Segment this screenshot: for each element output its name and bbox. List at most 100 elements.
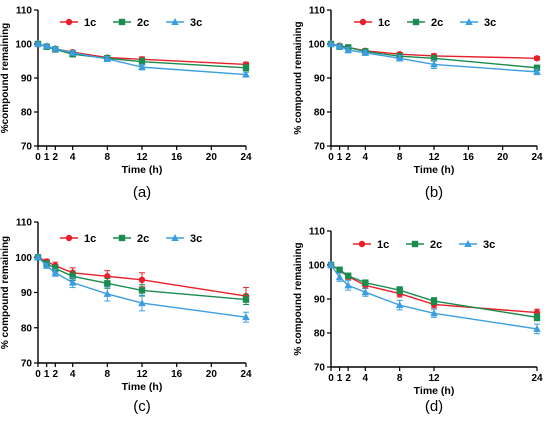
legend-marker-1c	[65, 234, 73, 242]
data-point-3c	[34, 40, 42, 47]
y-tick-label: 100	[308, 261, 325, 272]
data-point-3c	[42, 42, 51, 50]
legend-marker-3c	[171, 18, 179, 25]
x-tick-label: 1	[337, 373, 343, 384]
data-point-3c	[103, 54, 112, 62]
x-tick-label: 1	[44, 152, 50, 163]
data-point-2c	[533, 314, 541, 321]
data-point-3c	[242, 313, 250, 321]
x-tick-label: 8	[105, 369, 111, 380]
legend-label-2c: 2c	[137, 17, 149, 29]
data-point-3c	[395, 54, 404, 62]
data-point-3c	[430, 60, 438, 68]
data-point-3c	[361, 288, 370, 296]
x-tick-label: 20	[206, 369, 218, 380]
panel-caption: (a)	[133, 184, 151, 201]
legend-marker-3c	[171, 234, 179, 241]
data-point-2c	[69, 273, 76, 280]
x-tick-label: 2	[345, 373, 351, 384]
data-point-3c	[34, 253, 42, 261]
x-tick-label: 12	[428, 152, 440, 163]
x-tick-label: 12	[136, 369, 148, 380]
legend-marker-1c	[358, 240, 366, 248]
x-tick-label: 16	[463, 152, 475, 163]
data-point-3c	[103, 289, 112, 297]
x-tick-label: 0	[35, 369, 41, 380]
data-point-2c	[362, 279, 369, 286]
legend-marker-2c	[411, 240, 419, 248]
data-point-3c	[335, 273, 344, 281]
y-tick-label: 100	[15, 253, 32, 264]
x-tick-label: 24	[531, 152, 543, 163]
x-tick-label: 20	[206, 152, 218, 163]
y-tick-label: 110	[309, 6, 326, 17]
legend-marker-2c	[118, 234, 126, 242]
x-tick-label: 16	[171, 152, 183, 163]
x-axis-title: Time (h)	[122, 381, 163, 393]
y-tick-label: 80	[314, 108, 326, 119]
legend-marker-2c	[118, 18, 126, 26]
legend-label-3c: 3c	[483, 239, 495, 251]
panel-caption: (b)	[425, 184, 443, 201]
data-point-2c	[533, 64, 541, 71]
data-point-3c	[138, 63, 146, 71]
y-tick-label: 90	[314, 295, 326, 306]
x-tick-label: 0	[35, 152, 41, 163]
data-point-3c	[533, 67, 541, 75]
x-tick-label: 24	[240, 369, 252, 380]
legend-marker-3c	[465, 18, 473, 25]
y-tick-label: 70	[21, 359, 33, 370]
data-point-3c	[395, 301, 404, 309]
x-tick-label: 4	[70, 152, 76, 163]
legend-marker-3c	[464, 240, 472, 247]
data-point-3c	[68, 48, 77, 56]
panel-caption: (c)	[133, 398, 151, 415]
data-point-2c	[430, 55, 438, 62]
series-line-3c	[330, 264, 538, 330]
legend-label-3c: 3c	[190, 17, 202, 29]
x-axis-title: Time (h)	[414, 385, 455, 397]
y-tick-label: 80	[21, 108, 33, 119]
legend-marker-1c	[65, 18, 73, 26]
data-point-3c	[430, 309, 438, 317]
x-tick-label: 4	[363, 152, 369, 163]
x-tick-label: 1	[337, 152, 343, 163]
x-tick-label: 16	[171, 369, 183, 380]
data-point-3c	[51, 44, 60, 52]
data-point-3c	[327, 40, 335, 47]
x-tick-label: 20	[497, 152, 509, 163]
data-point-3c	[42, 261, 51, 269]
legend-label-1c: 1c	[378, 17, 390, 29]
x-tick-label: 8	[397, 373, 403, 384]
y-tick-label: 90	[314, 74, 326, 85]
y-axis-title: % compound remaining	[293, 242, 304, 355]
x-axis-title: Time (h)	[122, 164, 163, 176]
data-point-1c	[104, 273, 111, 280]
data-point-3c	[344, 46, 352, 54]
data-point-1c	[138, 276, 146, 284]
x-tick-label: 4	[70, 369, 76, 380]
y-tick-label: 110	[309, 227, 326, 238]
data-point-2c	[138, 58, 146, 65]
y-tick-label: 110	[16, 218, 33, 229]
y-tick-label: 80	[314, 329, 326, 340]
x-tick-label: 4	[363, 373, 369, 384]
legend-label-3c: 3c	[190, 233, 202, 245]
y-tick-label: 110	[16, 6, 33, 17]
x-tick-label: 12	[136, 152, 148, 163]
data-point-1c	[533, 55, 541, 62]
y-tick-label: 90	[21, 288, 33, 299]
x-tick-label: 2	[345, 152, 351, 163]
legend-label-2c: 2c	[137, 233, 149, 245]
x-tick-label: 24	[240, 152, 252, 163]
y-tick-label: 70	[314, 363, 326, 374]
legend-label-3c: 3c	[484, 17, 496, 29]
data-point-2c	[344, 272, 352, 280]
data-point-2c	[396, 286, 403, 294]
x-tick-label: 0	[328, 152, 334, 163]
data-point-3c	[68, 278, 77, 286]
x-tick-label: 8	[105, 152, 111, 163]
